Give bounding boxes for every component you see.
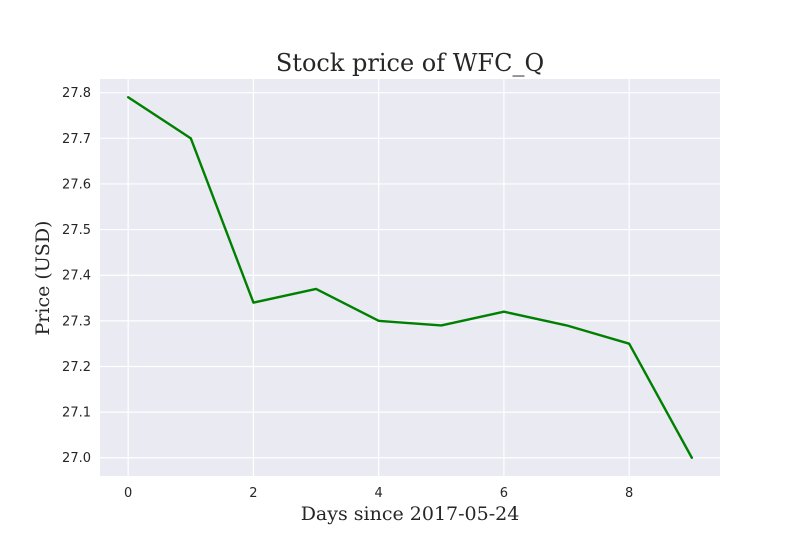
x-tick-label: 2 bbox=[249, 486, 257, 501]
y-tick-label: 27.0 bbox=[62, 451, 91, 466]
y-tick-label: 27.8 bbox=[62, 86, 91, 101]
x-tick-label: 8 bbox=[625, 486, 633, 501]
y-gridlines bbox=[100, 92, 720, 459]
x-tick-label: 0 bbox=[124, 486, 132, 501]
y-axis-ticks: 27.0 27.1 27.2 27.3 27.4 27.5 27.6 27.7 27.8 bbox=[62, 86, 91, 466]
x-tick-label: 4 bbox=[375, 486, 383, 501]
y-tick-label: 27.5 bbox=[62, 223, 91, 238]
y-tick-label: 27.1 bbox=[62, 406, 91, 421]
x-axis-label: Days since 2017-05-24 bbox=[301, 503, 520, 525]
plot-area bbox=[100, 79, 720, 476]
y-tick-label: 27.6 bbox=[62, 177, 91, 192]
y-tick-label: 27.3 bbox=[62, 314, 91, 329]
y-tick-label: 27.4 bbox=[62, 269, 91, 284]
chart-title: Stock price of WFC_Q bbox=[276, 49, 544, 77]
x-axis-ticks: 0 2 4 6 8 bbox=[124, 486, 633, 501]
x-tick-label: 6 bbox=[500, 486, 508, 501]
y-axis-label: Price (USD) bbox=[32, 221, 54, 336]
series-line bbox=[126, 96, 694, 459]
x-gridlines bbox=[127, 79, 630, 476]
y-tick-label: 27.2 bbox=[62, 360, 91, 375]
series-layer bbox=[126, 96, 694, 459]
y-tick-label: 27.7 bbox=[62, 132, 91, 147]
